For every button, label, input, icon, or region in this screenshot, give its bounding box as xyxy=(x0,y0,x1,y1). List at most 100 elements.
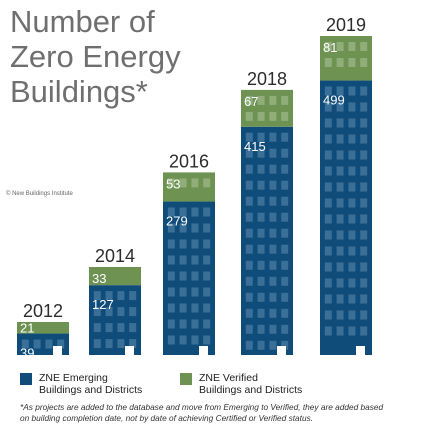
bar-verified-2016-window xyxy=(203,178,211,188)
bar-emerging-2019-window xyxy=(348,246,356,256)
bar-emerging-2016-window xyxy=(191,335,199,345)
bar-emerging-2019-window xyxy=(324,310,332,320)
bar-emerging-2018-window xyxy=(245,148,253,158)
bar-emerging-2018-window xyxy=(245,196,253,206)
bar-emerging-2016-window xyxy=(179,255,187,265)
bar-emerging-2019-window xyxy=(348,230,356,240)
bar-emerging-2019-window xyxy=(360,214,368,224)
bar-emerging-2019-window xyxy=(336,86,344,96)
bar-verified-2016-window xyxy=(179,178,187,188)
bar-emerging-2019-window xyxy=(336,294,344,304)
label-emerging-2019: 499 xyxy=(323,93,345,108)
bar-emerging-2018-window xyxy=(269,196,277,206)
bar-emerging-2012-window xyxy=(21,339,29,349)
bar-emerging-2018-window xyxy=(269,228,277,238)
bar-emerging-2016-window xyxy=(167,287,175,297)
bar-emerging-2019-window xyxy=(348,86,356,96)
bar-emerging-2016-window xyxy=(167,255,175,265)
bar-emerging-2018-window xyxy=(281,196,289,206)
bar-emerging-2016-window xyxy=(179,223,187,233)
legend-emerging-label: ZNE Emerging Buildings and Districts xyxy=(39,372,189,396)
bar-verified-2019-window xyxy=(324,42,332,51)
bar-emerging-2016-window xyxy=(179,335,187,345)
credit-text: © New Buildings Institute xyxy=(6,191,73,197)
year-label-2012: 2012 xyxy=(23,301,63,321)
bar-emerging-2016-window xyxy=(167,335,175,345)
bar-emerging-2019-window xyxy=(336,166,344,176)
bar-emerging-2019-window xyxy=(336,246,344,256)
bar-verified-2016-window xyxy=(167,178,175,188)
bar-emerging-2014-window xyxy=(117,307,125,317)
bar-emerging-2019-window xyxy=(360,198,368,208)
bar-emerging-2019-window xyxy=(360,262,368,272)
bar-emerging-2014-window xyxy=(93,291,101,301)
bar-emerging-2014-window xyxy=(93,339,101,349)
footnote-line1: *As projects are added to the database a… xyxy=(20,402,384,412)
year-label-2016: 2016 xyxy=(169,151,209,171)
bar-emerging-2018-window xyxy=(269,276,277,286)
door-2016 xyxy=(199,346,208,355)
bar-verified-2019-window xyxy=(324,58,332,67)
bar-emerging-2014-window xyxy=(93,323,101,333)
bar-emerging-2014-window xyxy=(117,291,125,301)
bar-emerging-2019-window xyxy=(324,294,332,304)
legend-emerging-swatch xyxy=(20,373,32,385)
bar-emerging-2016-window xyxy=(191,223,199,233)
bar-emerging-2014-window xyxy=(129,307,137,317)
bar-emerging-2018-window xyxy=(257,228,265,238)
bar-emerging-2014-window xyxy=(129,291,137,301)
bar-emerging-2019-window xyxy=(360,246,368,256)
bar-emerging-2019-window xyxy=(324,326,332,336)
label-verified-2016: 53 xyxy=(166,176,180,191)
footnote: *As projects are added to the database a… xyxy=(20,402,440,424)
bar-emerging-2019-window xyxy=(348,102,356,112)
bar-emerging-2019-window xyxy=(336,198,344,208)
bar-verified-2018-window xyxy=(269,111,277,121)
bar-verified-2019-window xyxy=(360,58,368,67)
year-label-2019: 2019 xyxy=(326,15,366,35)
bar-verified-2019-window xyxy=(360,42,368,51)
year-label-2014: 2014 xyxy=(95,246,135,266)
bar-emerging-2018-window xyxy=(281,132,289,142)
bar-emerging-2019-window xyxy=(348,310,356,320)
bar-emerging-2019-window xyxy=(360,118,368,128)
bar-emerging-2019-window xyxy=(336,262,344,272)
bar-emerging-2019-window xyxy=(336,278,344,288)
legend-verified: ZNE Verified Buildings and Districts xyxy=(180,372,349,396)
bar-emerging-2014-window xyxy=(117,339,125,349)
bar-emerging-2018-window xyxy=(257,260,265,270)
bar-verified-2016-window xyxy=(191,178,199,188)
bar-emerging-2019-window xyxy=(324,246,332,256)
bar-verified-2019-window xyxy=(348,58,356,67)
bar-emerging-2019-window xyxy=(336,230,344,240)
bar-emerging-2019-window xyxy=(348,182,356,192)
legend-emerging-line1: ZNE Emerging xyxy=(39,372,108,384)
bar-emerging-2014-window xyxy=(105,339,113,349)
bar-emerging-2018-window xyxy=(245,228,253,238)
bar-emerging-2019-window xyxy=(324,230,332,240)
bar-emerging-2018-window xyxy=(269,180,277,190)
bar-emerging-2014-window xyxy=(93,307,101,317)
bar-emerging-2016-window xyxy=(167,303,175,313)
bar-emerging-2019-window xyxy=(360,102,368,112)
bar-emerging-2018-window xyxy=(281,180,289,190)
bar-emerging-2016-window xyxy=(203,223,211,233)
door-2012 xyxy=(53,346,62,355)
bar-emerging-2016-window xyxy=(179,303,187,313)
legend-verified-label: ZNE Verified Buildings and Districts xyxy=(199,372,349,396)
bar-emerging-2018-window xyxy=(269,340,277,350)
bar-emerging-2019-window xyxy=(360,294,368,304)
bar-emerging-2018-window xyxy=(269,260,277,270)
bar-emerging-2018-window xyxy=(281,260,289,270)
bar-emerging-2016-window xyxy=(203,303,211,313)
bar-verified-2018-window xyxy=(245,95,253,105)
bar-emerging-2019-window xyxy=(324,198,332,208)
bar-emerging-2014-window xyxy=(117,323,125,333)
bar-emerging-2019-window xyxy=(348,134,356,144)
bar-emerging-2014-window xyxy=(105,307,113,317)
legend-emerging: ZNE Emerging Buildings and Districts xyxy=(20,372,189,396)
bar-emerging-2019-window xyxy=(324,102,332,112)
bar-emerging-2016-window xyxy=(203,319,211,329)
bar-emerging-2016-window xyxy=(203,271,211,281)
